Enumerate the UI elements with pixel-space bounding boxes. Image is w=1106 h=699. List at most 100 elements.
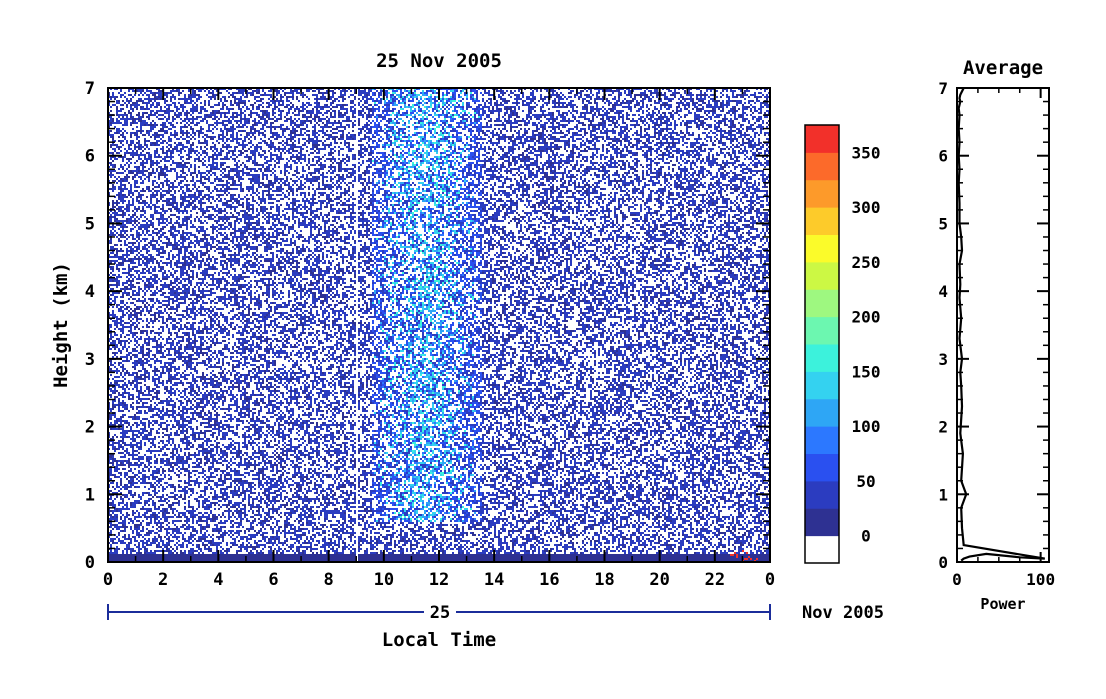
heatmap-cell (434, 90, 436, 92)
heatmap-cell (672, 136, 674, 138)
heatmap-cell (168, 116, 170, 118)
heatmap-cell (240, 120, 242, 122)
heatmap-cell (240, 116, 242, 118)
heatmap-cell (700, 110, 702, 112)
heatmap-cell (310, 110, 312, 112)
heatmap-cell (404, 136, 406, 138)
heatmap-cell (646, 96, 648, 98)
heatmap-cell (234, 96, 236, 98)
heatmap-cell (698, 126, 700, 128)
heatmap-cell (614, 96, 616, 98)
heatmap-cell (176, 144, 178, 146)
heatmap-cell (338, 120, 340, 122)
heatmap-cell (564, 102, 566, 104)
heatmap-cell (342, 130, 344, 132)
heatmap-cell (554, 104, 556, 106)
heatmap-cell (590, 92, 592, 94)
heatmap-cell (510, 108, 512, 110)
heatmap-cell (318, 124, 320, 126)
heatmap-cell (390, 96, 392, 98)
heatmap-cell (340, 138, 342, 140)
heatmap-cell (710, 98, 712, 100)
heatmap-cell (422, 136, 424, 138)
heatmap-cell (508, 94, 510, 96)
heatmap-cell (394, 102, 396, 104)
heatmap-cell (230, 116, 232, 118)
heatmap-cell (546, 90, 548, 92)
heatmap-cell (280, 142, 282, 144)
heatmap-cell (428, 124, 430, 126)
heatmap-cell (654, 128, 656, 130)
heatmap-cell (660, 94, 662, 96)
heatmap-cell (226, 128, 228, 130)
heatmap-cell (292, 132, 294, 134)
heatmap-cell (160, 134, 162, 136)
heatmap-cell (470, 144, 472, 146)
heatmap-cell (212, 112, 214, 114)
heatmap-cell (488, 94, 490, 96)
heatmap-cell (360, 114, 362, 116)
heatmap-cell (618, 134, 620, 136)
heatmap-cell (538, 118, 540, 120)
heatmap-cell (196, 98, 198, 100)
heatmap-cell (712, 106, 714, 108)
heatmap-cell (276, 106, 278, 108)
heatmap-cell (732, 124, 734, 126)
heatmap-cell (364, 130, 366, 132)
heatmap-cell (374, 104, 376, 106)
heatmap-cell (452, 116, 454, 118)
heatmap-cell (568, 138, 570, 140)
heatmap-cell (534, 116, 536, 118)
heatmap-cell (668, 120, 670, 122)
heatmap-cell (672, 118, 674, 120)
heatmap-cell (598, 114, 600, 116)
heatmap-cell (228, 144, 230, 146)
heatmap-cell (702, 144, 704, 146)
heatmap-cell (470, 98, 472, 100)
heatmap-cell (488, 140, 490, 142)
heatmap-cell (144, 124, 146, 126)
heatmap-cell (282, 110, 284, 112)
heatmap-cell (264, 118, 266, 120)
heatmap-cell (584, 128, 586, 130)
heatmap-cell (496, 100, 498, 102)
heatmap-cell (190, 94, 192, 96)
heatmap-cell (426, 106, 428, 108)
heatmap-cell (342, 90, 344, 92)
heatmap-cell (160, 142, 162, 144)
heatmap-cell (510, 138, 512, 140)
heatmap-cell (760, 128, 762, 130)
heatmap-cell (630, 90, 632, 92)
heatmap-cell (640, 140, 642, 142)
heatmap-cell (448, 140, 450, 142)
heatmap-cell (452, 134, 454, 136)
heatmap-cell (558, 112, 560, 114)
heatmap-cell (642, 106, 644, 108)
heatmap-cell (384, 110, 386, 112)
heatmap-cell (518, 138, 520, 140)
heatmap-cell (298, 92, 300, 94)
heatmap-cell (516, 144, 518, 146)
heatmap-cell (540, 90, 542, 92)
heatmap-cell (724, 144, 726, 146)
heatmap-cell (412, 134, 414, 136)
heatmap-cell (512, 126, 514, 128)
heatmap-cell (316, 112, 318, 114)
heatmap-cell (352, 112, 354, 114)
heatmap-cell (388, 122, 390, 124)
heatmap-cell (434, 136, 436, 138)
heatmap-cell (328, 106, 330, 108)
heatmap-cell (408, 106, 410, 108)
heatmap-cell (322, 142, 324, 144)
heatmap-cell (650, 98, 652, 100)
heatmap-cell (574, 96, 576, 98)
heatmap-cell (444, 104, 446, 106)
heatmap-cell (428, 98, 430, 100)
heatmap-cell (546, 114, 548, 116)
heatmap-cell (276, 134, 278, 136)
heatmap-cell (298, 138, 300, 140)
heatmap-cell (390, 102, 392, 104)
heatmap-cell (558, 106, 560, 108)
heatmap-cell (422, 122, 424, 124)
heatmap-cell (180, 92, 182, 94)
